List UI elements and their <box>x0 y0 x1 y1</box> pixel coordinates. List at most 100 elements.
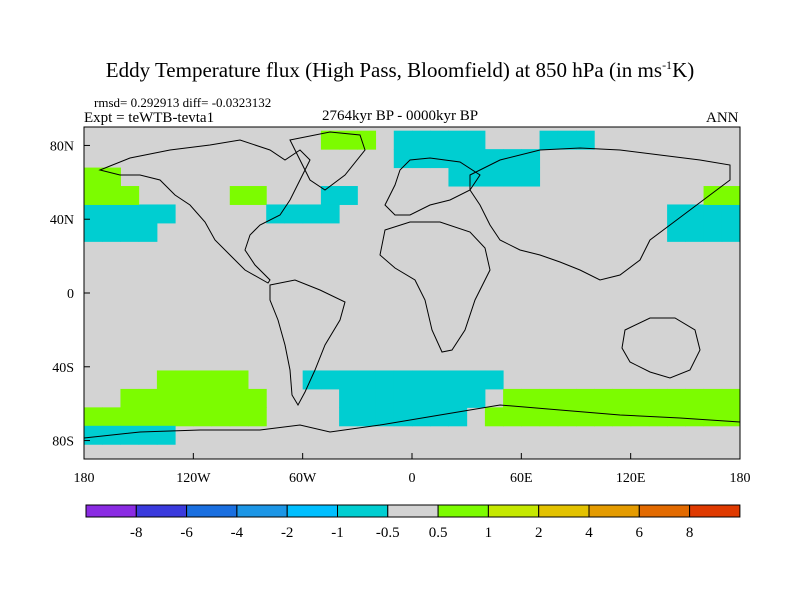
anomaly-cell <box>120 186 140 205</box>
colorbar-label: 6 <box>636 525 644 541</box>
coastlines <box>83 131 741 439</box>
anomaly-cell <box>302 370 322 390</box>
anomaly-cell <box>320 204 340 224</box>
anomaly-cell <box>667 222 686 242</box>
anomaly-cell <box>484 149 504 169</box>
anomaly-cell <box>721 204 741 224</box>
anomaly-cell <box>430 370 449 390</box>
colorbar-label: 4 <box>585 525 593 541</box>
anomaly-cell <box>430 388 449 408</box>
anomaly-cell <box>466 167 486 187</box>
anomaly-cell <box>84 186 103 205</box>
anomaly-cell <box>339 388 358 408</box>
north-pacific-green-region <box>84 167 140 205</box>
anomaly-cell <box>721 407 741 427</box>
anomaly-cell <box>521 407 541 427</box>
anomaly-cell <box>357 407 377 427</box>
anomaly-cell <box>667 204 686 224</box>
anomaly-cell <box>138 388 158 408</box>
anomaly-cell <box>648 388 668 408</box>
y-axis: 80N 40N 0 40S 80S <box>50 139 90 450</box>
anomaly-cell <box>630 388 650 408</box>
colorbar-swatch <box>588 504 640 518</box>
anomaly-cell <box>302 204 322 224</box>
anomaly-cell <box>120 407 140 427</box>
title-main: Eddy Temperature flux (High Pass, Bloomf… <box>105 58 663 82</box>
colorbar-label: 1 <box>485 525 493 541</box>
anomaly-cell <box>357 388 377 408</box>
colorbar-label: 0.5 <box>429 525 448 541</box>
anomaly-cell <box>138 222 158 242</box>
anomaly-cell <box>175 370 194 390</box>
colorbar-swatch <box>387 504 439 518</box>
colorbar-label: -1 <box>331 525 344 541</box>
anomaly-cell <box>375 370 395 390</box>
anomaly-cell <box>430 130 449 150</box>
colorbar-label: -8 <box>130 525 143 541</box>
anomaly-cell <box>576 388 595 408</box>
antarctica-outline <box>83 404 741 439</box>
colorbar-swatch <box>538 504 590 518</box>
south-pacific-green-region <box>84 370 267 427</box>
colorbar-swatch <box>85 504 137 518</box>
y-tick-label: 80N <box>50 139 74 154</box>
anomaly-cell <box>211 407 231 427</box>
anomaly-cell <box>667 388 686 408</box>
siberia-cyan-region <box>539 130 595 150</box>
anomaly-cell <box>412 407 431 427</box>
anomaly-cell <box>138 204 158 224</box>
x-tick-label: 0 <box>409 471 416 486</box>
anomaly-cell <box>320 186 340 205</box>
experiment-label: Expt = teWTB-tevta1 <box>84 110 215 126</box>
africa-outline <box>379 221 491 353</box>
anomaly-cell <box>539 130 559 150</box>
y-tick-label: 40N <box>50 213 74 228</box>
x-axis: 180 120W 60W 0 60E 120E 180 <box>74 453 751 486</box>
anomaly-cell <box>503 149 522 169</box>
anomaly-cell <box>339 130 358 150</box>
anomaly-cell <box>120 425 140 445</box>
anomaly-cell <box>412 388 431 408</box>
anomaly-cell <box>484 370 504 390</box>
anomaly-cell <box>102 222 121 242</box>
anomaly-cell <box>503 407 522 427</box>
colorbar-swatch <box>186 504 238 518</box>
anomaly-cell <box>102 407 121 427</box>
anomaly-cell <box>193 388 213 408</box>
west-pacific-green-region <box>703 186 741 205</box>
anomaly-regions <box>84 130 741 445</box>
anomaly-cell <box>266 204 285 224</box>
europe-outline <box>384 157 481 216</box>
colorbar-label: 2 <box>535 525 543 541</box>
anomaly-cell <box>102 167 121 187</box>
anomaly-cell <box>466 130 486 150</box>
anomaly-cell <box>557 388 577 408</box>
anomaly-cell <box>120 388 140 408</box>
x-tick-label: 180 <box>74 471 95 486</box>
anomaly-cell <box>84 167 103 187</box>
anomaly-cell <box>248 407 267 427</box>
anomaly-cell <box>211 388 231 408</box>
anomaly-cell <box>229 407 249 427</box>
colorbar-swatch <box>487 504 540 518</box>
x-tick-label: 180 <box>730 471 751 486</box>
anomaly-cell <box>102 186 121 205</box>
anomaly-cell <box>484 407 504 427</box>
anomaly-cell <box>248 186 267 205</box>
anomaly-cell <box>703 204 723 224</box>
anomaly-cell <box>721 222 741 242</box>
anomaly-cell <box>339 186 358 205</box>
anomaly-cell <box>466 149 486 169</box>
anomaly-cell <box>685 204 705 224</box>
anomaly-cell <box>521 388 541 408</box>
colorbar-swatch <box>689 504 741 518</box>
anomaly-cell <box>685 222 705 242</box>
anomaly-cell <box>156 204 176 224</box>
anomaly-cell <box>248 388 267 408</box>
anomaly-cell <box>120 204 140 224</box>
southern-ocean-green-region <box>484 388 741 427</box>
anomaly-cell <box>339 407 358 427</box>
colorbar-label: 8 <box>686 525 694 541</box>
anomaly-cell <box>84 407 103 427</box>
